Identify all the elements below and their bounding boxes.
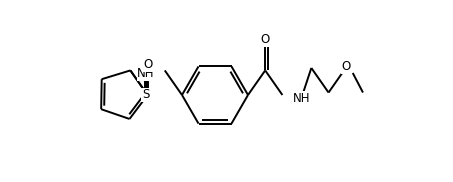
Text: NH: NH	[137, 67, 155, 80]
Text: O: O	[260, 33, 270, 46]
Text: NH: NH	[293, 92, 310, 104]
Text: O: O	[143, 58, 152, 71]
Text: O: O	[341, 60, 350, 74]
Text: S: S	[142, 88, 149, 102]
